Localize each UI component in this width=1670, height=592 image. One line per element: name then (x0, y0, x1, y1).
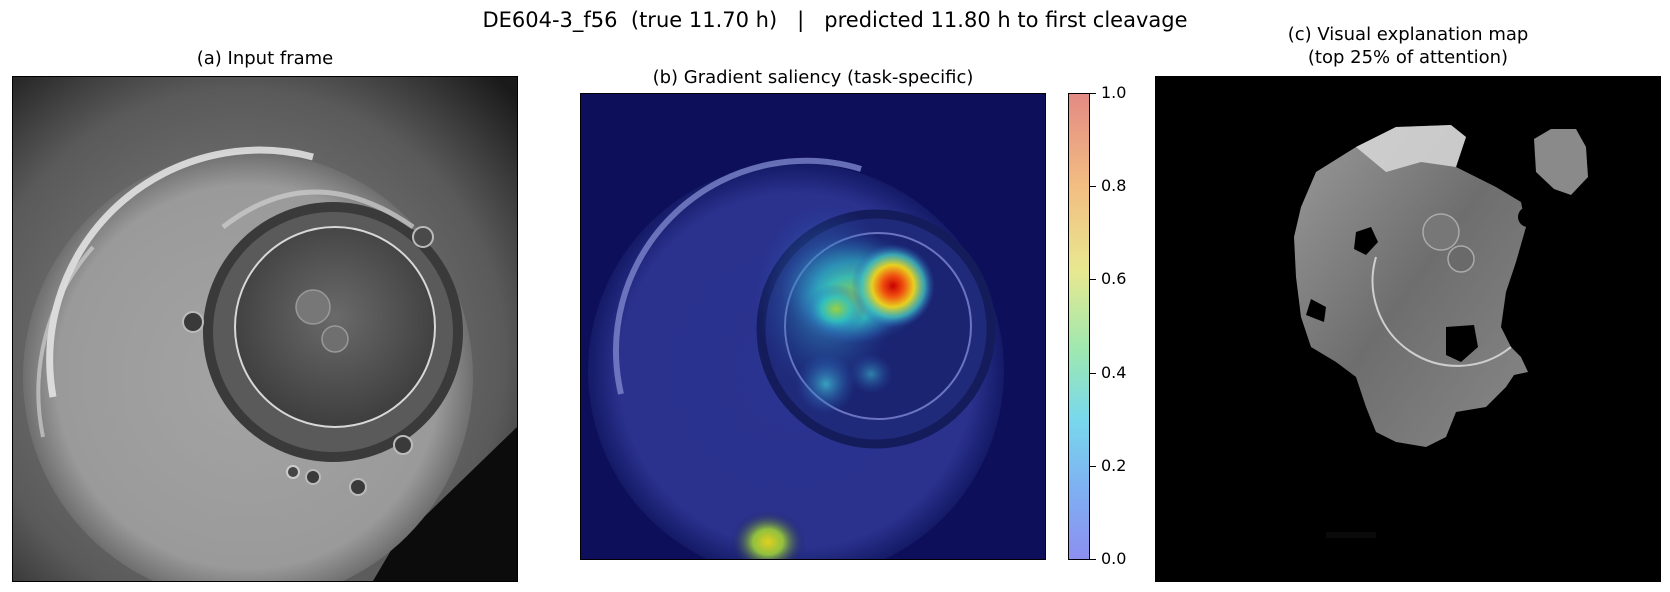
colorbar-tick-label: 0.6 (1101, 269, 1127, 288)
colorbar-tick (1090, 279, 1096, 280)
input-frame-image (12, 76, 518, 582)
colorbar-tick-label: 0.2 (1101, 456, 1127, 475)
colorbar-tick (1090, 93, 1096, 94)
colorbar-tick-label: 0.4 (1101, 363, 1127, 382)
colorbar-tick (1090, 466, 1096, 467)
colorbar (1068, 93, 1090, 560)
explanation-map-image (1155, 76, 1661, 582)
saliency-overlay-image (580, 93, 1046, 560)
colorbar-tick (1090, 186, 1096, 187)
colorbar-tick-label: 0.0 (1101, 549, 1127, 568)
colorbar-tick-label: 1.0 (1101, 83, 1127, 102)
panel-b-title: (b) Gradient saliency (task-specific) (652, 67, 974, 88)
figure-title: DE604-3_f56 (true 11.70 h) | predicted 1… (482, 8, 1188, 32)
colorbar-tick (1090, 373, 1096, 374)
colorbar-tick (1090, 559, 1096, 560)
colorbar-tick-label: 0.8 (1101, 176, 1127, 195)
panel-c-title: (c) Visual explanation map (top 25% of a… (1287, 24, 1529, 68)
panel-a-title: (a) Input frame (196, 48, 334, 69)
